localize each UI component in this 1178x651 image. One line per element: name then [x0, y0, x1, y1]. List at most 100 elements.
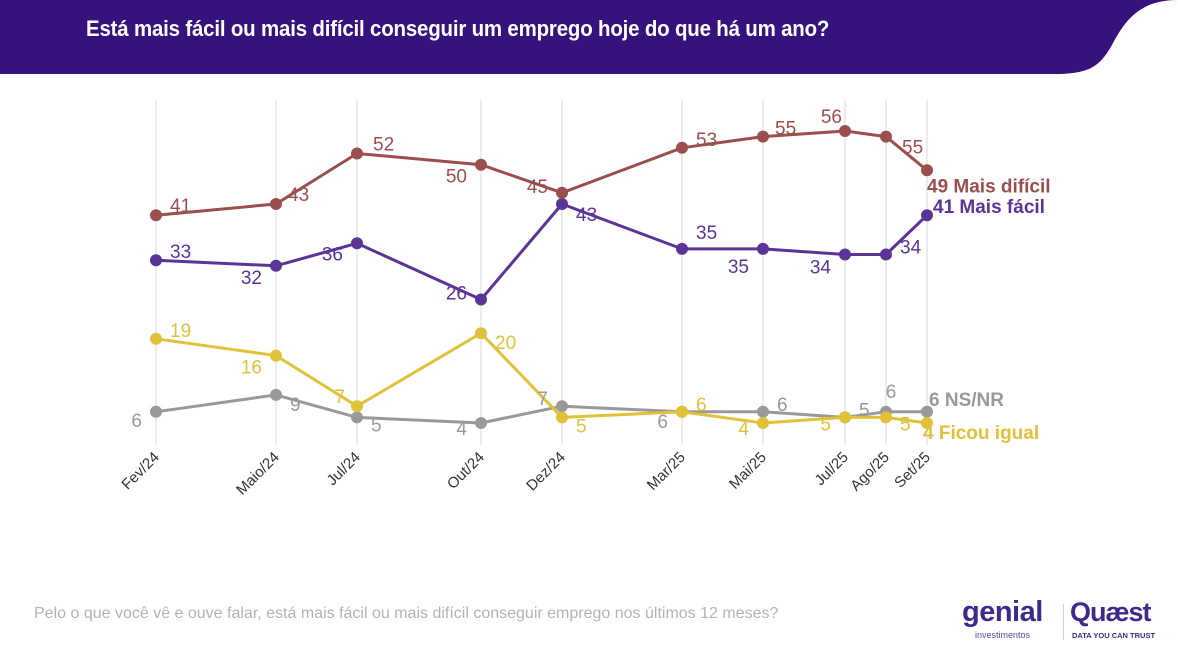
- data-point-mais-facil: [676, 242, 688, 255]
- data-point-ns-nr: [270, 388, 282, 401]
- data-point-ficou-igual: [676, 405, 688, 418]
- data-label-mais-dificil: 52: [373, 135, 394, 156]
- data-point-ficou-igual: [270, 349, 282, 362]
- data-label-ficou-igual: 19: [170, 321, 191, 342]
- data-label-ns-nr: 5: [371, 415, 382, 436]
- data-label-mais-dificil: 55: [775, 119, 796, 140]
- data-point-mais-facil: [921, 209, 933, 222]
- data-label-ficou-igual: 5: [576, 416, 587, 437]
- header-banner: Está mais fácil ou mais difícil consegui…: [0, 0, 1178, 75]
- data-point-mais-dificil: [150, 209, 162, 222]
- data-point-ns-nr: [921, 405, 933, 418]
- data-point-ns-nr: [150, 405, 162, 418]
- data-point-ficou-igual: [351, 400, 363, 413]
- data-point-mais-dificil: [880, 130, 892, 143]
- genial-logo: genial: [962, 596, 1043, 628]
- genial-logo-subtitle: investimentos: [975, 630, 1031, 640]
- data-label-ns-nr: 6: [886, 382, 897, 403]
- data-label-mais-facil: 32: [241, 268, 262, 289]
- data-point-mais-facil: [880, 248, 892, 261]
- x-tick-label: Out/24: [444, 449, 488, 493]
- data-label-mais-facil: 36: [322, 244, 343, 265]
- data-label-ns-nr: 4: [456, 419, 467, 440]
- data-point-ficou-igual: [757, 417, 769, 429]
- logos: genial investimentos Quæst DATA YOU CAN …: [960, 596, 1170, 645]
- data-point-mais-dificil: [757, 130, 769, 143]
- gridlines: [155, 100, 928, 445]
- data-label-mais-facil: 34: [810, 258, 832, 279]
- x-axis-ticks: Fev/24 Maio/24 Jul/24 Out/24 Dez/24 Mar/25 Mai…: [118, 449, 933, 499]
- logo-divider: [1063, 604, 1064, 640]
- data-point-ficou-igual: [150, 332, 162, 345]
- end-label-ficou-igual: 4 Ficou igual: [923, 423, 1039, 444]
- x-tick-label: Mai/25: [726, 449, 770, 493]
- data-label-ficou-igual: 7: [334, 387, 345, 408]
- data-label-ficou-igual: 5: [900, 414, 911, 435]
- data-point-mais-facil: [351, 237, 363, 250]
- data-point-ficou-igual: [556, 411, 568, 424]
- x-tick-label: Jul/25: [812, 449, 852, 489]
- data-label-ns-nr: 6: [657, 412, 668, 433]
- data-point-mais-dificil: [839, 125, 851, 137]
- data-point-mais-facil: [839, 248, 851, 261]
- data-label-mais-dificil: 56: [821, 107, 842, 128]
- data-label-mais-dificil: 53: [696, 130, 717, 151]
- x-tick-label: Dez/24: [523, 449, 569, 495]
- data-label-ns-nr: 9: [290, 395, 301, 416]
- data-label-ns-nr: 6: [131, 411, 142, 432]
- data-label-ficou-igual: 4: [738, 419, 749, 440]
- data-label-ficou-igual: 20: [495, 333, 516, 354]
- data-point-mais-dificil: [676, 141, 688, 154]
- series-lines: [155, 129, 929, 425]
- end-label-ns-nr: 6 NS/NR: [929, 390, 1004, 411]
- end-label-mais-dificil: 49 Mais difícil: [927, 176, 1051, 197]
- series-line-ficou-igual: [155, 331, 928, 425]
- x-tick-label: Set/25: [891, 449, 934, 492]
- x-tick-label: Mar/25: [644, 449, 689, 494]
- data-label-ns-nr: 5: [859, 400, 870, 421]
- data-point-ns-nr: [475, 417, 487, 429]
- survey-question: Pelo o que você vê e ouve falar, está ma…: [34, 605, 779, 622]
- data-point-ficou-igual: [921, 417, 933, 429]
- data-point-mais-dificil: [270, 198, 282, 210]
- data-point-ficou-igual: [839, 411, 851, 424]
- series-points: [150, 125, 933, 429]
- data-point-ns-nr: [556, 400, 568, 413]
- series-line-mais-facil: [155, 202, 929, 301]
- data-point-ficou-igual: [475, 327, 487, 340]
- data-label-ficou-igual: 6: [696, 395, 707, 416]
- data-label-mais-dificil: 45: [527, 177, 548, 198]
- data-label-mais-facil: 35: [696, 223, 717, 244]
- data-label-ficou-igual: 5: [820, 414, 831, 435]
- quaest-logo-subtitle: DATA YOU CAN TRUST: [1072, 631, 1156, 640]
- data-point-mais-facil: [475, 293, 487, 306]
- data-label-mais-dificil: 50: [446, 167, 467, 188]
- data-label-mais-dificil: 43: [288, 185, 309, 206]
- data-point-mais-facil: [757, 242, 769, 255]
- data-point-mais-facil: [556, 198, 568, 210]
- data-label-ns-nr: 6: [777, 395, 788, 416]
- data-point-mais-dificil: [475, 158, 487, 171]
- data-label-mais-facil: 26: [446, 284, 467, 305]
- data-label-mais-dificil: 41: [170, 196, 191, 217]
- data-label-ficou-igual: 16: [241, 358, 262, 379]
- series-line-mais-dificil: [155, 129, 928, 217]
- quaest-logo: Quæst: [1070, 597, 1152, 627]
- data-label-mais-facil: 34: [900, 238, 922, 259]
- data-point-ns-nr: [351, 411, 363, 424]
- data-label-ns-nr: 7: [537, 389, 548, 410]
- data-label-mais-facil: 33: [170, 242, 191, 263]
- header-background: [0, 0, 1178, 74]
- data-point-ficou-igual: [880, 411, 892, 424]
- x-tick-label: Jul/24: [324, 449, 364, 489]
- data-point-mais-facil: [270, 259, 282, 272]
- data-point-mais-dificil: [921, 164, 933, 177]
- x-tick-label: Maio/24: [233, 449, 283, 499]
- page-title: Está mais fácil ou mais difícil consegui…: [86, 16, 830, 41]
- data-label-mais-facil: 43: [576, 205, 597, 226]
- x-tick-label: Fev/24: [118, 449, 162, 493]
- series-line-ns-nr: [155, 393, 927, 425]
